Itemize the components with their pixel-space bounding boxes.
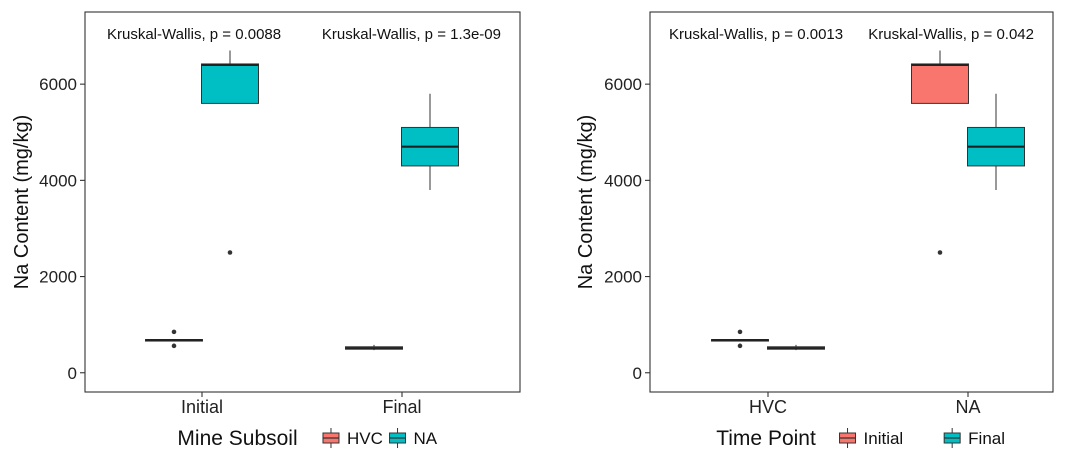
legend-label: NA — [414, 429, 438, 448]
box-hvc-initial — [711, 329, 769, 349]
y-tick-label: 2000 — [604, 268, 642, 287]
box-body — [201, 63, 259, 104]
outlier-point — [737, 343, 743, 349]
chart-panel-2: 0 2000 4000 6000 Na Content (mg/kg) HVC NA Krus… — [575, 11, 1054, 450]
legend: Time Point Initial Final — [716, 427, 1005, 450]
box-initial-na — [201, 50, 259, 255]
legend-item-hvc: HVC — [322, 428, 383, 448]
y-tick-label: 0 — [68, 364, 77, 383]
legend-item-na: NA — [389, 428, 438, 448]
box-final-na — [401, 93, 459, 190]
kruskal-wallis-annotation: Kruskal-Wallis, p = 0.0013 — [669, 26, 843, 43]
outlier-point — [937, 250, 943, 255]
box-hvc-final — [767, 344, 825, 351]
x-tick-label: NA — [955, 397, 980, 417]
chart-panel-1: 0 2000 4000 6000 Na Content (mg/kg) Initial Fi… — [11, 11, 521, 450]
kruskal-wallis-annotation: Kruskal-Wallis, p = 0.042 — [868, 26, 1034, 43]
outlier-point — [737, 329, 743, 335]
outlier-point — [171, 343, 177, 349]
y-tick-label: 6000 — [604, 75, 642, 94]
y-tick-label: 2000 — [39, 268, 77, 287]
box-initial-hvc — [145, 329, 203, 349]
kruskal-wallis-annotation: Kruskal-Wallis, p = 1.3e-09 — [322, 26, 501, 43]
y-axis-title: Na Content (mg/kg) — [11, 115, 33, 290]
plot-panel-border — [84, 11, 521, 393]
box-na-final — [967, 93, 1025, 190]
y-tick-label: 6000 — [39, 75, 77, 94]
plot-panel-border — [649, 11, 1054, 393]
legend-item-initial: Initial — [839, 428, 904, 448]
legend-title: Time Point — [716, 427, 816, 450]
legend-title: Mine Subsoil — [177, 427, 297, 450]
legend-label: HVC — [347, 429, 383, 448]
legend-label: Final — [968, 429, 1005, 448]
y-axis-title: Na Content (mg/kg) — [575, 115, 597, 290]
legend: Mine Subsoil HVC NA — [177, 427, 437, 450]
outlier-point — [227, 250, 233, 255]
kruskal-wallis-annotation: Kruskal-Wallis, p = 0.0088 — [107, 26, 281, 43]
outlier-point — [171, 329, 177, 335]
box-final-hvc — [345, 344, 403, 351]
x-tick-label: Initial — [181, 397, 223, 417]
y-tick-label: 0 — [633, 364, 642, 383]
box-body — [911, 63, 969, 104]
legend-label: Initial — [864, 429, 904, 448]
y-tick-label: 4000 — [604, 171, 642, 190]
y-tick-label: 4000 — [39, 171, 77, 190]
box-na-initial — [911, 50, 969, 255]
x-tick-label: HVC — [749, 397, 787, 417]
x-tick-label: Final — [382, 397, 421, 417]
legend-item-final: Final — [943, 428, 1005, 448]
